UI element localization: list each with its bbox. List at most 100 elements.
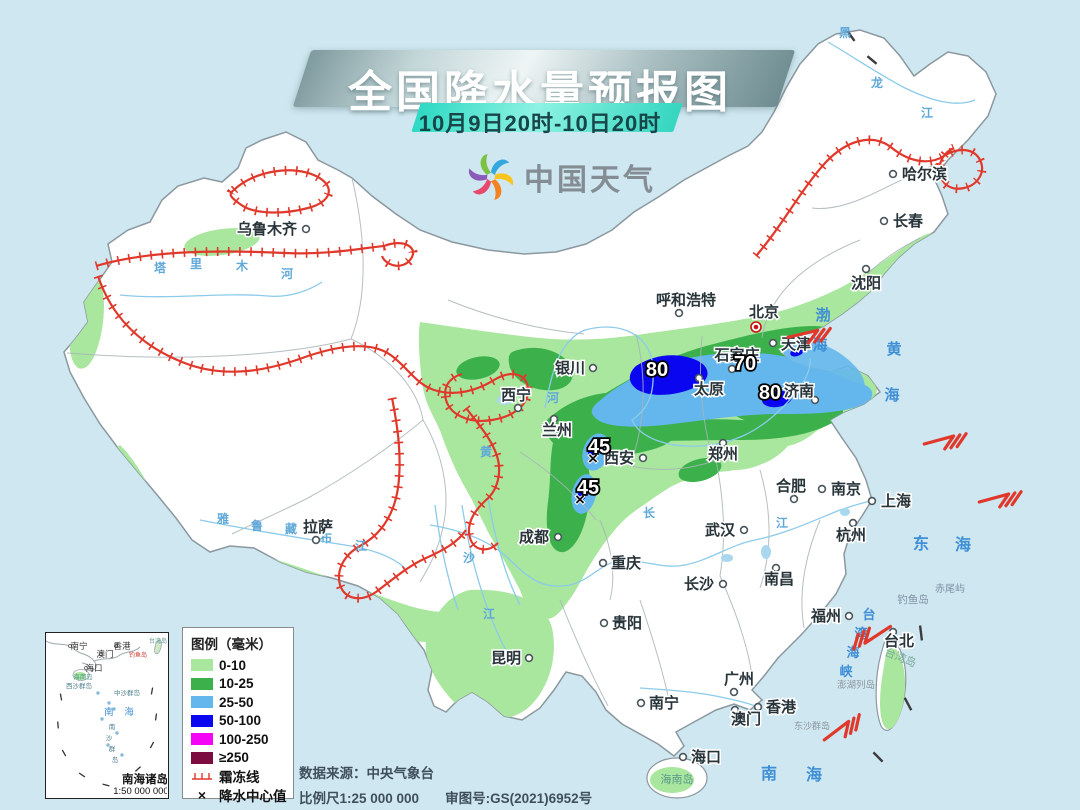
city-label: 济南 (784, 382, 814, 400)
inset-label: 岛 (112, 755, 119, 764)
city-marker-重庆: 重庆 (598, 553, 643, 574)
legend-item: 25-50 (191, 693, 293, 712)
inset-label: 中沙群岛 (114, 688, 140, 697)
city-label: 昆明 (491, 650, 521, 667)
inset-scale: 1:50 000 000 (113, 786, 167, 797)
boundary-dash (846, 30, 856, 42)
city-marker-西安: 西安 (602, 448, 648, 469)
inset-label: 西沙群岛 (66, 681, 92, 690)
river-label: 江 (776, 515, 788, 530)
city-marker-香港: 香港 (753, 697, 799, 718)
legend-item: ≥250 (191, 749, 293, 768)
city-marker-兰州: 兰州 (540, 414, 574, 441)
legend-item: 50-100 (191, 712, 293, 731)
sea-label: 峡 (839, 664, 853, 679)
precip-zone-10-25-qinghai-a (456, 356, 500, 380)
legend-frost-label: 霜冻线 (219, 770, 260, 786)
boundary-dash (866, 55, 878, 65)
city-label: 福州 (810, 607, 841, 625)
boundary-dashes (846, 30, 924, 763)
legend-item-label: 100-250 (219, 731, 269, 747)
precip-center-cross: × (575, 490, 585, 509)
precip-zone-25-50-bohai (782, 341, 865, 401)
legend-item-label: 10-25 (219, 676, 254, 692)
city-marker-南宁: 南宁 (636, 693, 681, 714)
city-marker-西宁: 西宁 (499, 385, 533, 413)
legend-frost-row: 霜冻线 (191, 767, 293, 786)
city-marker-武汉: 武汉 (703, 520, 749, 541)
city-marker-台北: 台北 (882, 627, 916, 652)
city-label: 郑州 (708, 445, 738, 463)
city-marker-长沙: 长沙 (682, 574, 728, 595)
city-label: 武汉 (705, 521, 736, 539)
data-source: 数据来源：中央气象台 (299, 766, 434, 781)
precip-zone-50-100-tianjin (790, 347, 804, 357)
river-label: 黄 (480, 444, 492, 459)
city-marker-成都: 成都 (517, 527, 563, 548)
legend-item-label: 50-100 (219, 713, 262, 729)
inset-label: 群 (109, 744, 116, 753)
city-marker-福州: 福州 (808, 606, 854, 627)
city-label: 乌鲁木齐 (237, 220, 298, 238)
pinwheel-logo-icon (468, 154, 514, 200)
city-label: 杭州 (836, 526, 866, 544)
city-marker-拉萨: 拉萨 (301, 517, 335, 545)
river-label: 长 (643, 505, 656, 520)
city-marker-南昌: 南昌 (762, 563, 796, 590)
legend-center-row: × 降水中心值 (191, 786, 293, 805)
inset-label: 台湾岛 (149, 637, 167, 645)
inset-label: 南宁 (70, 641, 87, 651)
inset-label: 海南岛 (73, 672, 93, 681)
sea-label: 海 (812, 336, 827, 354)
typhoon-wind-barbs (786, 326, 1023, 742)
sea-label: 海 (846, 645, 859, 660)
legend-item: 10-25 (191, 675, 293, 694)
south-china-sea-inset: 南宁 香港 澳门 海口 海南岛 西沙群岛 中沙群岛南 海南沙群岛 台湾岛 钓鱼岛 南海诸岛 1:… (45, 632, 169, 799)
city-label: 海口 (691, 748, 721, 766)
inset-label: 香港 (113, 641, 131, 651)
city-marker-乌鲁木齐: 乌鲁木齐 (235, 219, 311, 240)
precip-center-value: 45 (588, 436, 610, 458)
river-label: 龙 (871, 75, 883, 90)
precip-zone-50-100-taiyuan (629, 355, 708, 395)
river-label: 江 (921, 105, 933, 120)
forecast-period: 10月9日20时-10日20时 (418, 111, 662, 136)
inset-nine-dash-line (57, 687, 158, 787)
precip-zone-50-100-a (588, 446, 596, 458)
precip-center-cross: × (588, 449, 598, 468)
sea-label: 台 (862, 607, 875, 622)
boundary-dash (903, 697, 913, 711)
city-marker-石家庄: 石家庄 (712, 345, 761, 374)
river-label: 江 (483, 606, 495, 621)
city-label: 北京 (749, 303, 779, 321)
river-label: 河 (546, 390, 559, 405)
river-label: 雅 (216, 511, 229, 526)
inset-title: 南海诸岛 (122, 772, 167, 786)
city-label: 广州 (724, 670, 754, 688)
wind-barb-icon (922, 432, 968, 451)
inset-label: 南 海 (104, 706, 138, 718)
precip-center: 70 (732, 351, 758, 377)
china-weather-logo: 中国天气 (468, 154, 656, 200)
legend-swatch (191, 714, 213, 727)
city-marker-杭州: 杭州 (834, 518, 868, 546)
city-label: 沈阳 (851, 274, 881, 292)
city-label: 南京 (831, 480, 861, 498)
wind-barb-icon (822, 713, 861, 742)
province-borders (66, 159, 947, 707)
city-marker-昆明: 昆明 (489, 649, 534, 669)
scale-and-approval: 比例尺1:25 000 000 审图号:GS(2021)6952号 (299, 787, 592, 807)
city-marker-澳门: 澳门 (729, 705, 763, 730)
city-marker-上海: 上海 (867, 491, 913, 512)
city-marker-郑州: 郑州 (706, 438, 740, 465)
sea-label: 海 (955, 535, 971, 554)
city-label: 合肥 (775, 477, 806, 495)
city-marker-合肥: 合肥 (773, 476, 808, 504)
map-footer: 数据来源：中央气象台 比例尺1:25 000 000 审图号:GS(2021)69… (299, 762, 592, 810)
river-label: 河 (280, 266, 293, 281)
city-marker-呼和浩特: 呼和浩特 (654, 290, 718, 318)
city-label: 上海 (881, 492, 911, 510)
